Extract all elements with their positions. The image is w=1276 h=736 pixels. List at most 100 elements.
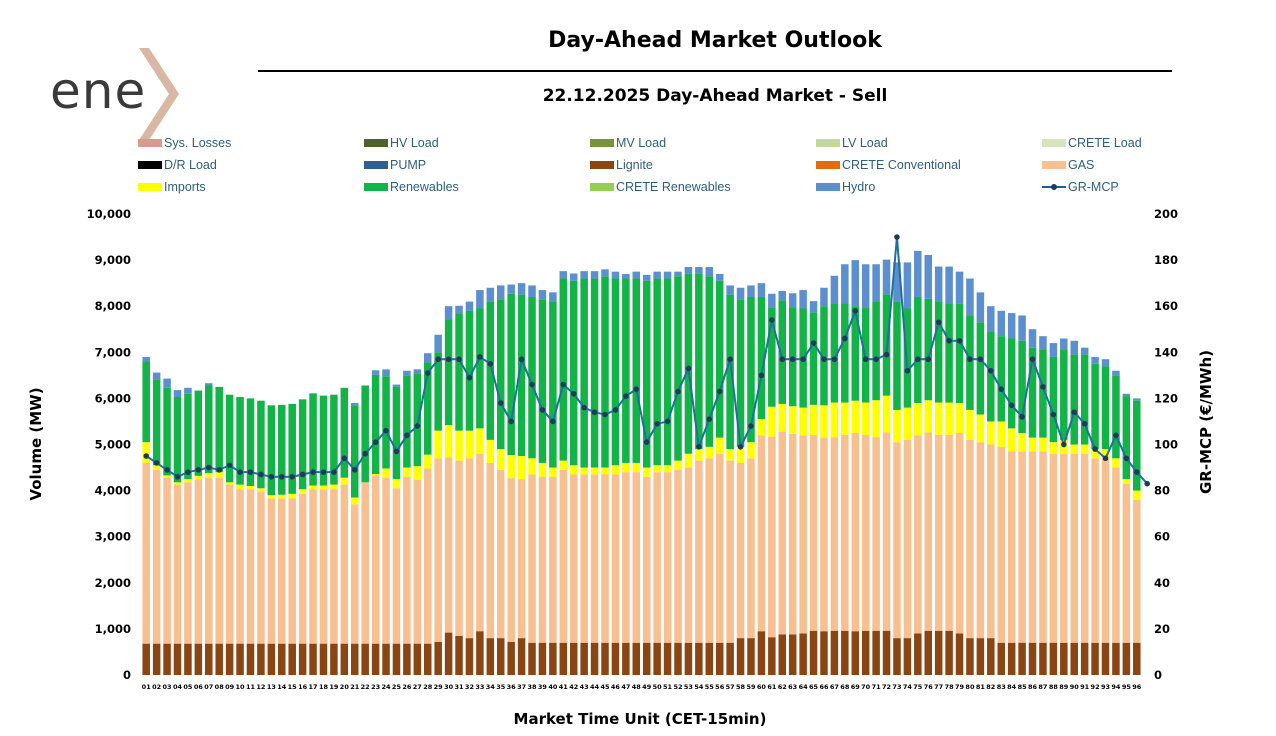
bar-gas xyxy=(830,437,839,631)
bar-imports xyxy=(966,409,974,440)
mcp-point xyxy=(748,423,754,429)
bar-hydro xyxy=(611,271,620,279)
bar-renewables xyxy=(549,301,557,468)
bar-imports xyxy=(278,494,286,499)
bar-gas xyxy=(1028,451,1037,643)
bar-gas xyxy=(361,482,369,644)
bar-lignite xyxy=(330,643,338,675)
x-tick-label: 54 xyxy=(694,683,704,691)
bar-hydro xyxy=(486,287,495,302)
bar-lignite xyxy=(496,638,505,675)
bar-gas xyxy=(747,458,755,639)
legend-label: D/R Load xyxy=(164,158,217,172)
mcp-point xyxy=(1133,469,1140,475)
mcp-point xyxy=(529,381,535,388)
bar-renewables xyxy=(924,298,932,401)
bar-imports xyxy=(371,474,380,476)
bar-lignite xyxy=(1070,642,1078,675)
bar-lignite xyxy=(1091,642,1099,675)
bar-lignite xyxy=(319,643,328,675)
bar-gas xyxy=(987,444,995,639)
bar-imports xyxy=(1028,437,1037,452)
legend-item: GAS xyxy=(1042,156,1094,174)
bar-gas xyxy=(278,498,286,644)
bar-gas xyxy=(1122,483,1131,643)
bar-lignite xyxy=(298,643,307,675)
x-tick-label: 89 xyxy=(1059,683,1069,691)
y-tick-label: 10,000 xyxy=(87,207,131,221)
bar-lignite xyxy=(726,642,734,675)
mcp-point xyxy=(383,427,389,434)
x-tick-label: 62 xyxy=(778,683,787,691)
bar-renewables xyxy=(1122,396,1131,480)
bar-renewables xyxy=(382,376,390,469)
bar-renewables xyxy=(695,273,703,450)
mcp-point xyxy=(216,467,222,473)
mcp-point xyxy=(789,356,796,363)
bar-imports xyxy=(1122,479,1131,484)
legend-item: HV Load xyxy=(364,134,439,152)
mcp-point xyxy=(445,356,452,363)
bar-lignite xyxy=(705,642,714,675)
x-tick-label: 81 xyxy=(976,683,986,691)
bar-lignite xyxy=(841,630,849,675)
bar-hydro xyxy=(1080,347,1089,355)
bar-imports xyxy=(601,467,609,475)
x-tick-label: 85 xyxy=(1018,683,1028,691)
x-tick-label: 77 xyxy=(934,683,943,691)
bar-imports xyxy=(934,402,943,435)
bar-hydro xyxy=(371,370,380,375)
bar-lignite xyxy=(893,638,901,675)
mcp-point xyxy=(393,448,400,455)
bar-renewables xyxy=(674,276,682,461)
y-tick-label: 2,000 xyxy=(95,576,131,590)
bar-hydro xyxy=(736,287,745,300)
mcp-point xyxy=(623,393,629,399)
bar-renewables xyxy=(1112,375,1120,459)
bar-lignite xyxy=(955,633,964,675)
bar-hydro xyxy=(1101,359,1110,367)
bar-renewables xyxy=(538,299,547,463)
bar-lignite xyxy=(434,641,442,675)
legend-item: CRETE Renewables xyxy=(590,178,731,196)
bar-hydro xyxy=(903,262,912,309)
legend-item: D/R Load xyxy=(138,156,217,174)
x-tick-label: 20 xyxy=(340,683,350,691)
bar-hydro xyxy=(382,369,390,377)
bar-hydro xyxy=(997,310,1005,337)
legend-swatch xyxy=(138,183,162,191)
bar-hydro xyxy=(747,285,755,297)
bar-renewables xyxy=(517,294,526,457)
bar-imports xyxy=(257,488,265,492)
bar-renewables xyxy=(298,399,307,490)
bar-lignite xyxy=(184,643,192,675)
bar-gas xyxy=(788,433,797,635)
legend-swatch xyxy=(816,161,840,169)
bar-hydro xyxy=(142,356,150,362)
legend-item: Sys. Losses xyxy=(138,134,231,152)
bar-hydro xyxy=(841,264,849,304)
logo-wordmark: ene xyxy=(50,62,147,120)
bar-hydro xyxy=(413,369,422,374)
bar-gas xyxy=(653,472,661,643)
bar-lignite xyxy=(778,634,787,675)
bar-imports xyxy=(799,407,807,436)
bar-renewables xyxy=(288,403,296,494)
bar-gas xyxy=(736,462,745,639)
bar-imports xyxy=(423,454,432,469)
mcp-point xyxy=(925,356,932,363)
x-tick-label: 78 xyxy=(945,683,955,691)
y2-tick-label: 180 xyxy=(1154,253,1178,267)
x-tick-label: 94 xyxy=(1111,683,1121,691)
bar-imports xyxy=(340,477,349,485)
bar-imports xyxy=(611,465,620,475)
bar-imports xyxy=(788,406,797,434)
bar-hydro xyxy=(987,306,995,332)
bar-hydro xyxy=(914,250,922,297)
x-tick-label: 32 xyxy=(465,683,474,691)
y-tick-label: 6,000 xyxy=(95,391,131,405)
bar-gas xyxy=(392,488,401,644)
bar-renewables xyxy=(955,303,964,404)
bar-renewables xyxy=(653,278,661,466)
bar-gas xyxy=(872,437,880,631)
